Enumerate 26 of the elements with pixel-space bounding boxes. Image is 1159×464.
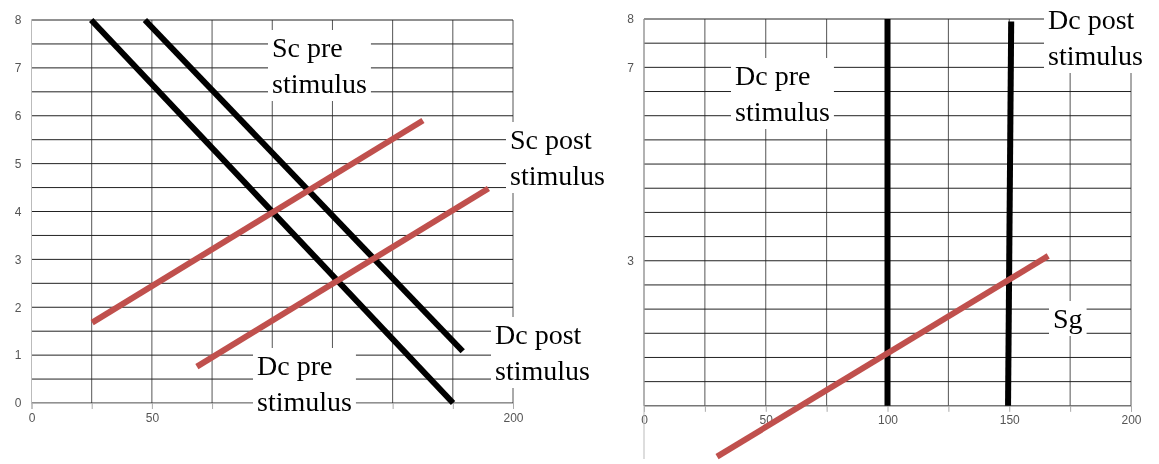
- y-tick-label: 3: [627, 254, 635, 269]
- y-tick-label: 7: [627, 60, 635, 75]
- x-tick-label: 200: [503, 410, 524, 425]
- x-tick-label: 150: [999, 413, 1021, 428]
- y-tick-label: 3: [14, 252, 22, 267]
- y-tick-label: 8: [627, 12, 635, 27]
- x-tick-label: 200: [1121, 413, 1142, 428]
- y-tick-label: 6: [14, 109, 22, 124]
- y-tick-label: 8: [14, 13, 22, 28]
- x-tick-label: 0: [641, 413, 649, 428]
- y-tick-label: 2: [14, 300, 22, 315]
- annotation: Dc post stimulus: [1048, 4, 1143, 71]
- y-tick-label: 0: [14, 396, 22, 411]
- x-tick-label: 50: [145, 410, 160, 425]
- x-tick-label: 100: [877, 413, 899, 428]
- x-tick-label: 0: [28, 410, 36, 425]
- y-tick-label: 5: [14, 156, 22, 171]
- annotation: Sc post stimulus: [510, 124, 605, 191]
- annotation: Dc pre stimulus: [735, 60, 830, 127]
- annotation: Dc pre stimulus: [257, 350, 352, 417]
- y-tick-label: 1: [14, 348, 22, 363]
- annotation: Sg: [1053, 303, 1083, 334]
- y-tick-label: 4: [14, 204, 22, 219]
- y-tick-label: 7: [14, 61, 22, 76]
- annotation: Sc pre stimulus: [272, 32, 367, 99]
- annotation: Dc post stimulus: [495, 319, 590, 386]
